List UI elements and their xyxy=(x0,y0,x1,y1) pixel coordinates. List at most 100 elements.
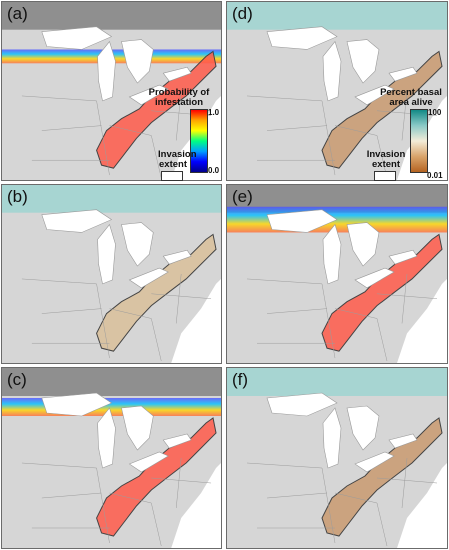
state-border xyxy=(321,467,336,544)
great-lake xyxy=(322,40,342,102)
basal-max-label: 100 xyxy=(428,108,442,117)
invasion-extent xyxy=(96,233,217,352)
northern-forest xyxy=(2,185,221,213)
northern-forest xyxy=(227,368,447,396)
invasion-extent xyxy=(96,417,217,537)
panel-b: (b) xyxy=(1,184,222,364)
great-lake xyxy=(128,267,169,289)
great-lake xyxy=(128,84,169,106)
state-border xyxy=(334,125,378,136)
state-border xyxy=(376,502,388,547)
state-border xyxy=(175,457,182,509)
panel-f: (f) xyxy=(226,367,448,549)
northern-forest xyxy=(2,368,221,396)
great-lake xyxy=(346,405,380,451)
panel-label: (d) xyxy=(232,4,253,23)
state-border xyxy=(175,90,182,141)
state-border xyxy=(21,278,97,285)
great-lake xyxy=(121,222,154,267)
extent-legend-box xyxy=(374,171,396,181)
state-border xyxy=(321,283,336,359)
map-canvas xyxy=(227,368,447,548)
great-lake xyxy=(162,433,192,449)
great-lake xyxy=(121,39,154,84)
state-border xyxy=(41,492,102,499)
map-canvas xyxy=(2,368,221,548)
probability-max-label: 1.0 xyxy=(208,108,220,117)
basal-legend-title: Percent basal area alive xyxy=(380,87,442,108)
panel-a: (a) xyxy=(1,1,222,181)
great-lake xyxy=(41,26,113,50)
probability-color-ramp xyxy=(190,109,208,173)
great-lake xyxy=(97,40,116,102)
state-border xyxy=(151,318,162,362)
great-lake xyxy=(266,209,338,233)
northern-forest xyxy=(2,2,221,30)
state-border xyxy=(109,492,152,504)
extent-legend-box xyxy=(161,171,183,181)
map-canvas xyxy=(2,2,221,180)
great-lake xyxy=(41,209,113,233)
ocean xyxy=(397,278,447,363)
state-border xyxy=(96,100,110,176)
state-border xyxy=(334,492,378,504)
state-border xyxy=(246,462,323,469)
state-border xyxy=(109,308,152,319)
state-border xyxy=(266,125,328,131)
extent-legend-title: Invasion extent xyxy=(158,149,197,170)
great-lake xyxy=(354,451,395,473)
great-lake xyxy=(97,223,116,285)
ocean xyxy=(171,463,221,548)
great-lake xyxy=(97,407,116,469)
panel-label: (a) xyxy=(7,4,28,23)
state-border xyxy=(266,308,328,314)
state-border xyxy=(401,90,408,141)
great-lake xyxy=(266,392,338,417)
panel-label: (e) xyxy=(232,187,253,206)
probability-legend-title: Probability of infestation xyxy=(148,87,210,108)
great-lake xyxy=(322,223,342,285)
state-border xyxy=(151,477,212,484)
great-lake xyxy=(128,451,169,473)
state-border xyxy=(376,318,388,362)
great-lake xyxy=(266,26,338,50)
invasion-extent xyxy=(96,50,217,169)
state-border xyxy=(401,457,408,509)
invasion-extent xyxy=(321,50,443,169)
state-border xyxy=(96,283,110,359)
great-lake xyxy=(162,249,192,265)
basal-min-label: 0.01 xyxy=(427,171,443,180)
panel-label: (f) xyxy=(232,370,249,389)
state-border xyxy=(376,135,388,179)
great-lake xyxy=(354,84,395,106)
great-lake xyxy=(346,222,380,267)
state-border xyxy=(246,95,323,102)
great-lake xyxy=(388,433,418,449)
state-border xyxy=(109,125,152,136)
great-lake xyxy=(41,392,113,417)
great-lake xyxy=(121,405,154,451)
panel-label: (c) xyxy=(7,370,27,389)
panel-label: (b) xyxy=(7,187,28,206)
ocean xyxy=(171,278,221,363)
panel-c: (c) xyxy=(1,367,222,549)
state-border xyxy=(96,467,110,544)
state-border xyxy=(41,308,102,314)
basal-color-ramp xyxy=(410,109,428,173)
spread-front xyxy=(2,398,221,416)
great-lake xyxy=(346,39,380,84)
state-border xyxy=(41,125,102,131)
great-lake xyxy=(388,249,418,265)
state-border xyxy=(175,273,182,324)
great-lake xyxy=(354,267,395,289)
state-border xyxy=(151,502,162,547)
state-border xyxy=(151,293,212,299)
map-canvas xyxy=(227,185,447,363)
invasion-extent xyxy=(321,417,443,537)
state-border xyxy=(21,95,97,102)
extent-legend-title: Invasion extent xyxy=(366,149,406,170)
great-lake xyxy=(322,407,342,469)
state-border xyxy=(266,492,328,499)
state-border xyxy=(376,477,438,484)
great-lake xyxy=(388,66,418,82)
